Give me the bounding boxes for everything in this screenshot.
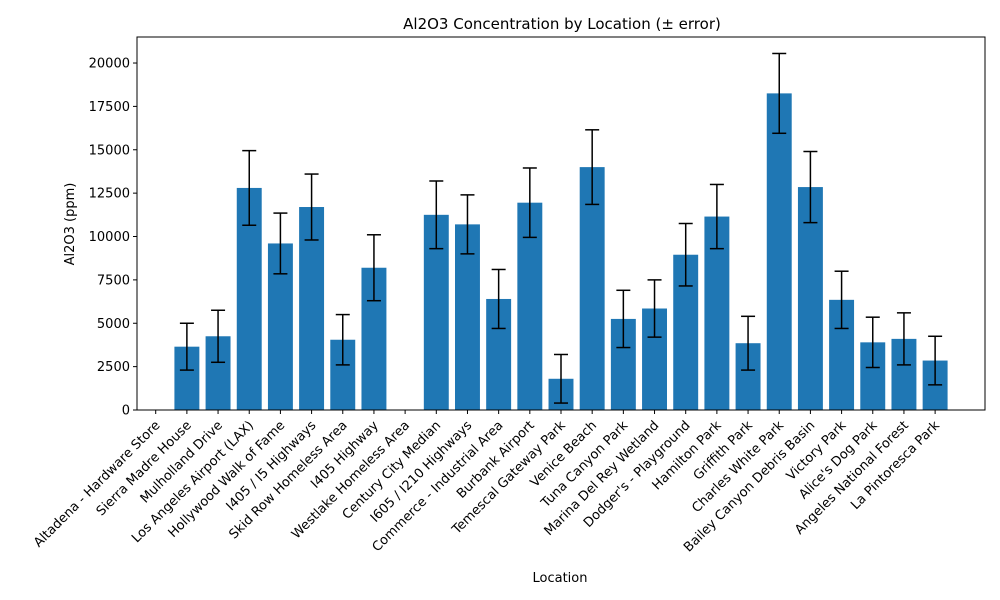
bar [797,187,823,410]
y-tick-label: 15000 [89,143,130,158]
bars-layer [174,93,948,410]
y-axis-label: Al2O3 (ppm) [63,183,78,266]
bar [455,224,480,410]
y-tick-label: 17500 [89,100,130,115]
y-tick-label: 0 [122,404,130,419]
bar [299,207,325,410]
x-axis-label: Location [533,571,588,586]
bar [579,167,605,410]
y-tick-label: 2500 [97,360,130,375]
chart-title: Al2O3 Concentration by Location (± error… [403,15,721,33]
y-tick-label: 7500 [97,273,130,288]
bar [766,93,792,410]
errorbars-layer [179,52,943,404]
y-tick-label: 20000 [89,57,130,72]
y-tick-label: 10000 [89,230,130,245]
y-tick-label: 12500 [89,187,130,202]
plot-frame [136,36,986,411]
y-tick-label: 5000 [97,317,130,332]
y-axis: 0 2500 5000 7500 10000 12500 15000 17500 20000 [89,57,137,419]
